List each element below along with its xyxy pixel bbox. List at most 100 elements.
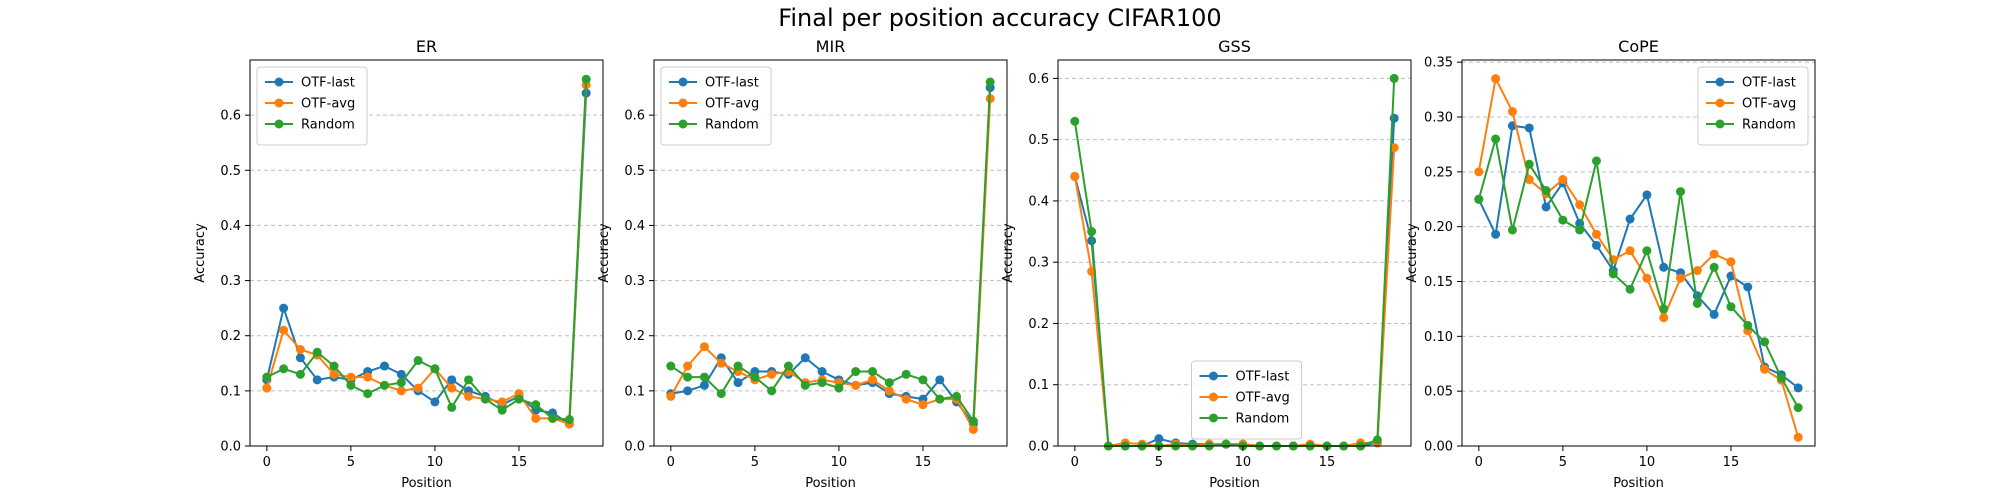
- y-tick-label: 0.35: [1424, 56, 1453, 71]
- subplot-title: GSS: [1218, 37, 1251, 56]
- legend-marker: [1209, 392, 1218, 402]
- data-point: [817, 378, 827, 388]
- figure-title: Final per position accuracy CIFAR100: [778, 4, 1222, 32]
- y-tick-label: 0.5: [624, 164, 645, 179]
- data-point: [363, 389, 373, 399]
- x-tick-label: 5: [1155, 455, 1163, 470]
- x-axis-label: Position: [1209, 476, 1260, 491]
- data-point: [295, 369, 305, 379]
- data-point: [868, 367, 878, 377]
- y-tick-label: 0.2: [624, 329, 645, 344]
- data-point: [1491, 74, 1501, 84]
- data-point: [430, 364, 440, 374]
- legend: OTF-last OTF-avg Random: [660, 66, 772, 146]
- y-tick-label: 0.5: [220, 164, 241, 179]
- y-tick-label: 0.6: [220, 109, 241, 124]
- data-point: [279, 303, 289, 313]
- y-tick-label: 0.6: [624, 109, 645, 124]
- legend-marker: [1715, 119, 1725, 129]
- y-tick-label: 0.10: [1424, 330, 1453, 345]
- data-point: [396, 369, 406, 379]
- data-point: [1793, 432, 1803, 442]
- data-point: [430, 397, 440, 407]
- y-tick-label: 0.05: [1424, 385, 1453, 400]
- data-point: [1659, 313, 1669, 323]
- y-tick-label: 0.0: [1028, 440, 1049, 455]
- data-point: [1524, 123, 1534, 133]
- data-point: [699, 380, 709, 390]
- legend-marker: [678, 119, 688, 129]
- data-point: [968, 416, 978, 426]
- y-tick-label: 0.30: [1424, 111, 1453, 126]
- x-tick-label: 10: [831, 455, 848, 470]
- y-tick-label: 0.4: [624, 219, 645, 234]
- data-point: [346, 380, 356, 390]
- data-point: [1070, 171, 1080, 181]
- subplot-cope: 0 5 10 15 0.00 0.05 0.10 0.15 0.20 0.25 0.30 0.35 Co…: [1405, 37, 1816, 491]
- x-tick-label: 0: [1071, 455, 1079, 470]
- data-point: [464, 391, 474, 401]
- data-point: [1221, 439, 1231, 449]
- y-tick-label: 0.1: [624, 384, 645, 399]
- data-point: [497, 405, 507, 415]
- data-point: [800, 380, 810, 390]
- legend-label: OTF-last: [1742, 76, 1796, 91]
- data-point: [1541, 202, 1551, 212]
- data-point: [1372, 435, 1382, 445]
- data-point: [1558, 215, 1568, 225]
- legend-label: OTF-last: [301, 76, 355, 91]
- data-point: [1541, 185, 1551, 195]
- x-tick-label: 15: [1319, 455, 1336, 470]
- data-point: [1524, 175, 1534, 185]
- legend-marker: [1715, 77, 1725, 87]
- data-point: [497, 397, 507, 407]
- data-point: [985, 77, 995, 87]
- x-tick-label: 15: [511, 455, 528, 470]
- data-point: [918, 400, 928, 410]
- y-tick-label: 0.4: [1028, 194, 1049, 209]
- data-point: [901, 394, 911, 404]
- data-point: [935, 375, 945, 385]
- data-point: [1676, 187, 1686, 197]
- subplot-title: ER: [416, 37, 437, 56]
- data-point: [666, 391, 676, 401]
- x-tick-label: 10: [1235, 455, 1252, 470]
- legend-marker: [1715, 98, 1725, 108]
- data-point: [1760, 337, 1770, 347]
- legend: OTF-last OTF-avg Random: [1697, 66, 1809, 146]
- data-point: [1776, 373, 1786, 383]
- y-tick-label: 0.2: [220, 329, 241, 344]
- x-tick-label: 5: [1559, 455, 1567, 470]
- data-point: [1743, 320, 1753, 330]
- data-point: [683, 386, 693, 396]
- y-tick-label: 0.3: [624, 274, 645, 289]
- subplot-title: MIR: [816, 37, 846, 56]
- data-point: [868, 375, 878, 385]
- data-point: [279, 364, 289, 374]
- data-point: [295, 353, 305, 363]
- data-point: [1389, 73, 1399, 83]
- data-point: [1625, 284, 1635, 294]
- data-point: [699, 372, 709, 382]
- data-point: [464, 375, 474, 385]
- data-point: [1726, 302, 1736, 312]
- data-point: [1474, 194, 1484, 204]
- data-point: [733, 361, 743, 371]
- data-point: [1793, 383, 1803, 393]
- legend: OTF-last OTF-avg Random: [256, 66, 368, 146]
- data-point: [1726, 257, 1736, 267]
- data-point: [1491, 229, 1501, 239]
- legend-label: OTF-last: [1236, 370, 1290, 385]
- legend-box: [1697, 66, 1809, 146]
- axes-frame: [249, 59, 604, 447]
- y-axis-label: Accuracy: [1001, 223, 1016, 283]
- x-tick-label: 5: [347, 455, 355, 470]
- subplot-gss: 0 5 10 15 0.0 0.1 0.2 0.3 0.4 0.5 0.6 GSS Position Ac…: [1001, 37, 1412, 491]
- data-point: [1491, 134, 1501, 144]
- data-point: [329, 361, 339, 371]
- data-point: [716, 389, 726, 399]
- data-point: [1659, 304, 1669, 314]
- data-point: [884, 378, 894, 388]
- legend-label: OTF-avg: [705, 97, 759, 112]
- data-point: [968, 424, 978, 434]
